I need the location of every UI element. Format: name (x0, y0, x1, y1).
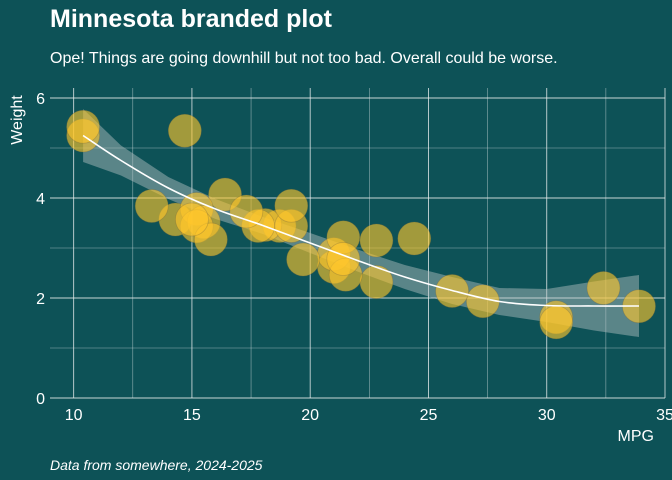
x-tick-label: 35 (656, 407, 672, 424)
data-point (326, 242, 361, 276)
x-tick-label: 30 (538, 407, 556, 424)
y-tick-label: 6 (36, 91, 45, 108)
x-tick-label: 20 (301, 407, 319, 424)
data-points (66, 109, 656, 340)
caption: Data from somewhere, 2024-2025 (50, 457, 263, 473)
x-tick-label: 10 (65, 407, 83, 424)
x-tick-label: 25 (420, 407, 438, 424)
data-point (134, 189, 169, 223)
data-point (359, 223, 394, 258)
data-point (286, 242, 320, 277)
data-point (175, 202, 209, 237)
data-point (66, 109, 101, 144)
data-point (586, 271, 621, 305)
smooth-line-layer (82, 134, 640, 307)
data-point (397, 221, 432, 256)
confidence-band (83, 109, 640, 337)
y-tick-label: 2 (36, 291, 45, 308)
x-tick-label: 15 (183, 407, 201, 424)
data-point (539, 305, 574, 340)
x-axis-title: MPG (618, 428, 654, 445)
data-point (229, 194, 264, 229)
smooth-line (82, 134, 640, 307)
plot-subtitle: Ope! Things are going downhill but not t… (50, 50, 558, 67)
y-tick-label: 4 (36, 191, 45, 208)
tick-labels: 10 15 20 25 30 35 0 2 4 6 (36, 91, 672, 424)
confidence-band-layer (83, 109, 640, 337)
plot-title: Minnesota branded plot (50, 5, 332, 33)
data-point (274, 188, 309, 223)
y-tick-label: 0 (36, 391, 45, 408)
data-point (167, 113, 202, 148)
data-point (359, 265, 394, 299)
y-axis-title: Weight (9, 95, 26, 145)
